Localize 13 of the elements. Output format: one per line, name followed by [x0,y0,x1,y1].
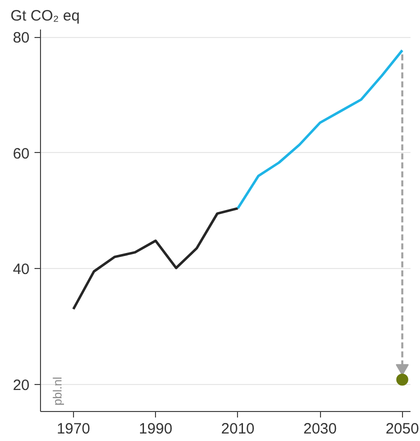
y-axis-title: Gt CO₂ eq [10,8,80,24]
y-tick-label: 60 [12,145,30,162]
x-tick-label: 2010 [221,420,255,438]
annotation: pbl.nl [50,376,64,406]
line-series [72,207,240,310]
x-tick-label: 2030 [303,420,337,438]
x-tick-label: 2050 [386,420,419,438]
y-tick-label: 40 [12,261,30,278]
y-tick-label: 20 [12,376,30,394]
y-tick-label: 80 [12,30,30,47]
line-series [236,49,404,210]
x-tick-label: 1990 [138,420,172,438]
x-tick-label: 1970 [56,420,90,438]
